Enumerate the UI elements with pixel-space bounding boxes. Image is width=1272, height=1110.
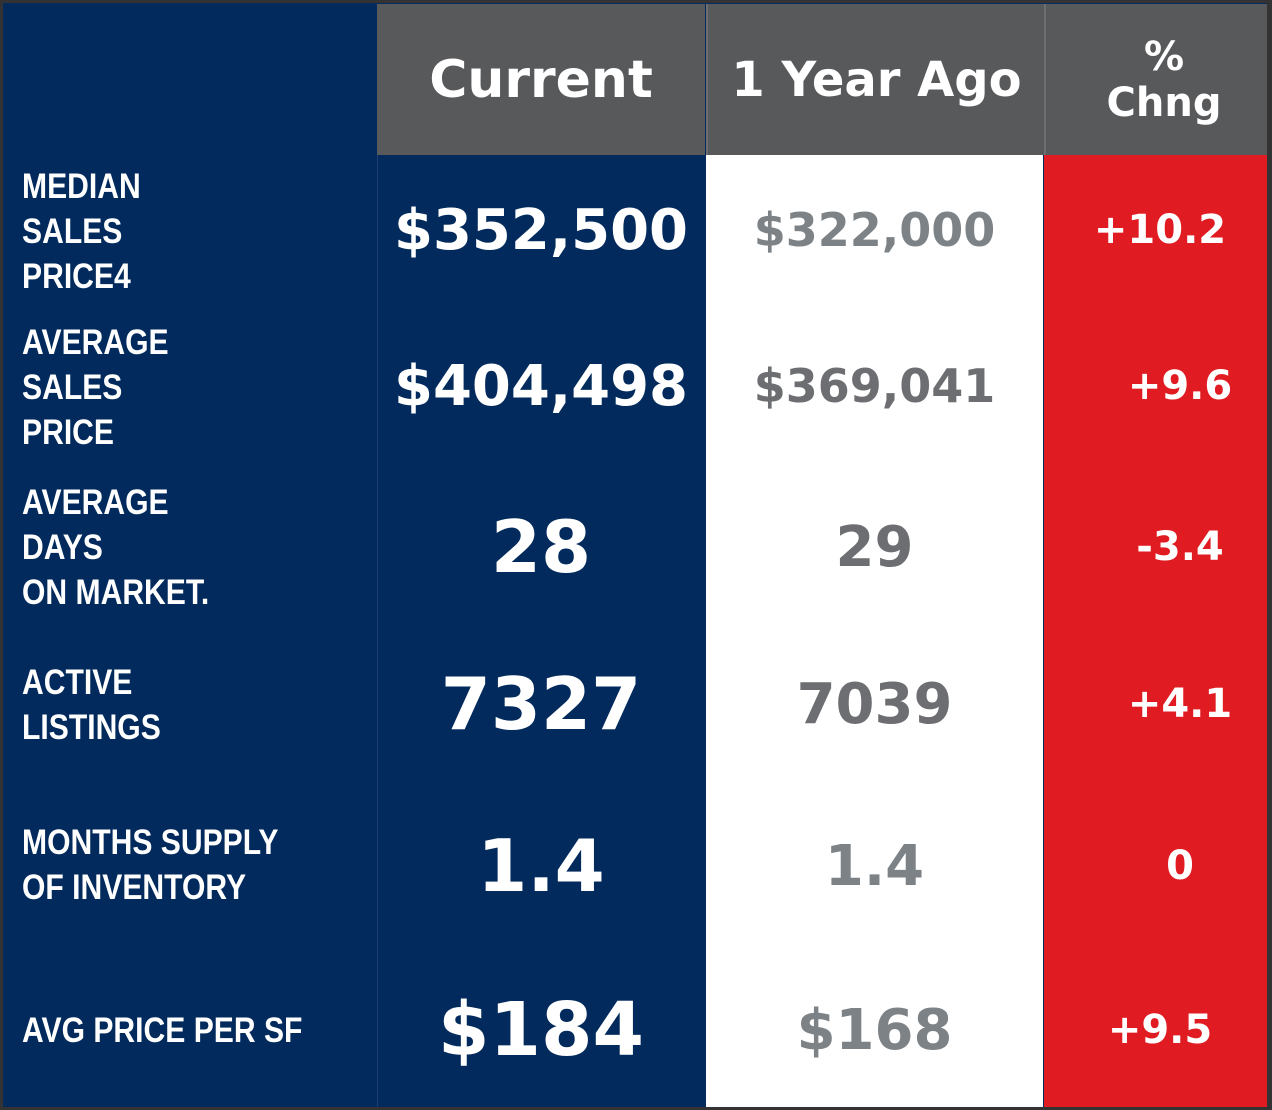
row-label-months-supply: MONTHS SUPPLY OF INVENTORY (22, 823, 279, 907)
current-value-median-sales-price: $352,500 (393, 197, 689, 263)
current-value-active-listings: 7327 (440, 662, 642, 746)
year-ago-value-months-supply: 1.4 (824, 833, 925, 899)
row-label-median-sales-price: MEDIAN SALES PRICE4 (22, 167, 141, 296)
current-value-avg-price-per-sf: $184 (438, 987, 644, 1073)
year-ago-value-active-listings: 7039 (796, 671, 953, 737)
pct-change-average-days-on-market: -3.4 (1136, 524, 1224, 570)
current-value-average-days-on-market: 28 (490, 505, 592, 589)
change-column-bg (1044, 155, 1270, 1110)
year-ago-value-average-days-on-market: 29 (835, 514, 914, 580)
current-value-average-sales-price: $404,498 (393, 353, 689, 419)
pct-change-median-sales-price: +10.2 (1093, 207, 1227, 253)
row-label-active-listings: ACTIVE LISTINGS (22, 663, 161, 747)
row-label-average-days-on-market: AVERAGE DAYS ON MARKET. (22, 483, 210, 612)
row-label-average-sales-price: AVERAGE SALES PRICE (22, 323, 169, 452)
year-ago-column-bg (706, 155, 1043, 1110)
pct-change-avg-price-per-sf: +9.5 (1107, 1007, 1213, 1053)
year-ago-value-avg-price-per-sf: $168 (796, 997, 953, 1063)
row-label-avg-price-per-sf: AVG PRICE PER SF (22, 1011, 303, 1050)
current-column-bg (377, 155, 706, 1110)
header-current: Current (377, 4, 705, 155)
header-pct-change: % Chng (1044, 4, 1270, 155)
pct-change-average-sales-price: +9.6 (1127, 363, 1233, 409)
year-ago-value-median-sales-price: $322,000 (753, 203, 996, 257)
year-ago-value-average-sales-price: $369,041 (753, 359, 996, 413)
header-year-ago: 1 Year Ago (706, 4, 1045, 155)
current-value-months-supply: 1.4 (477, 824, 605, 908)
pct-change-months-supply: 0 (1166, 843, 1194, 889)
pct-change-active-listings: +4.1 (1127, 681, 1233, 727)
